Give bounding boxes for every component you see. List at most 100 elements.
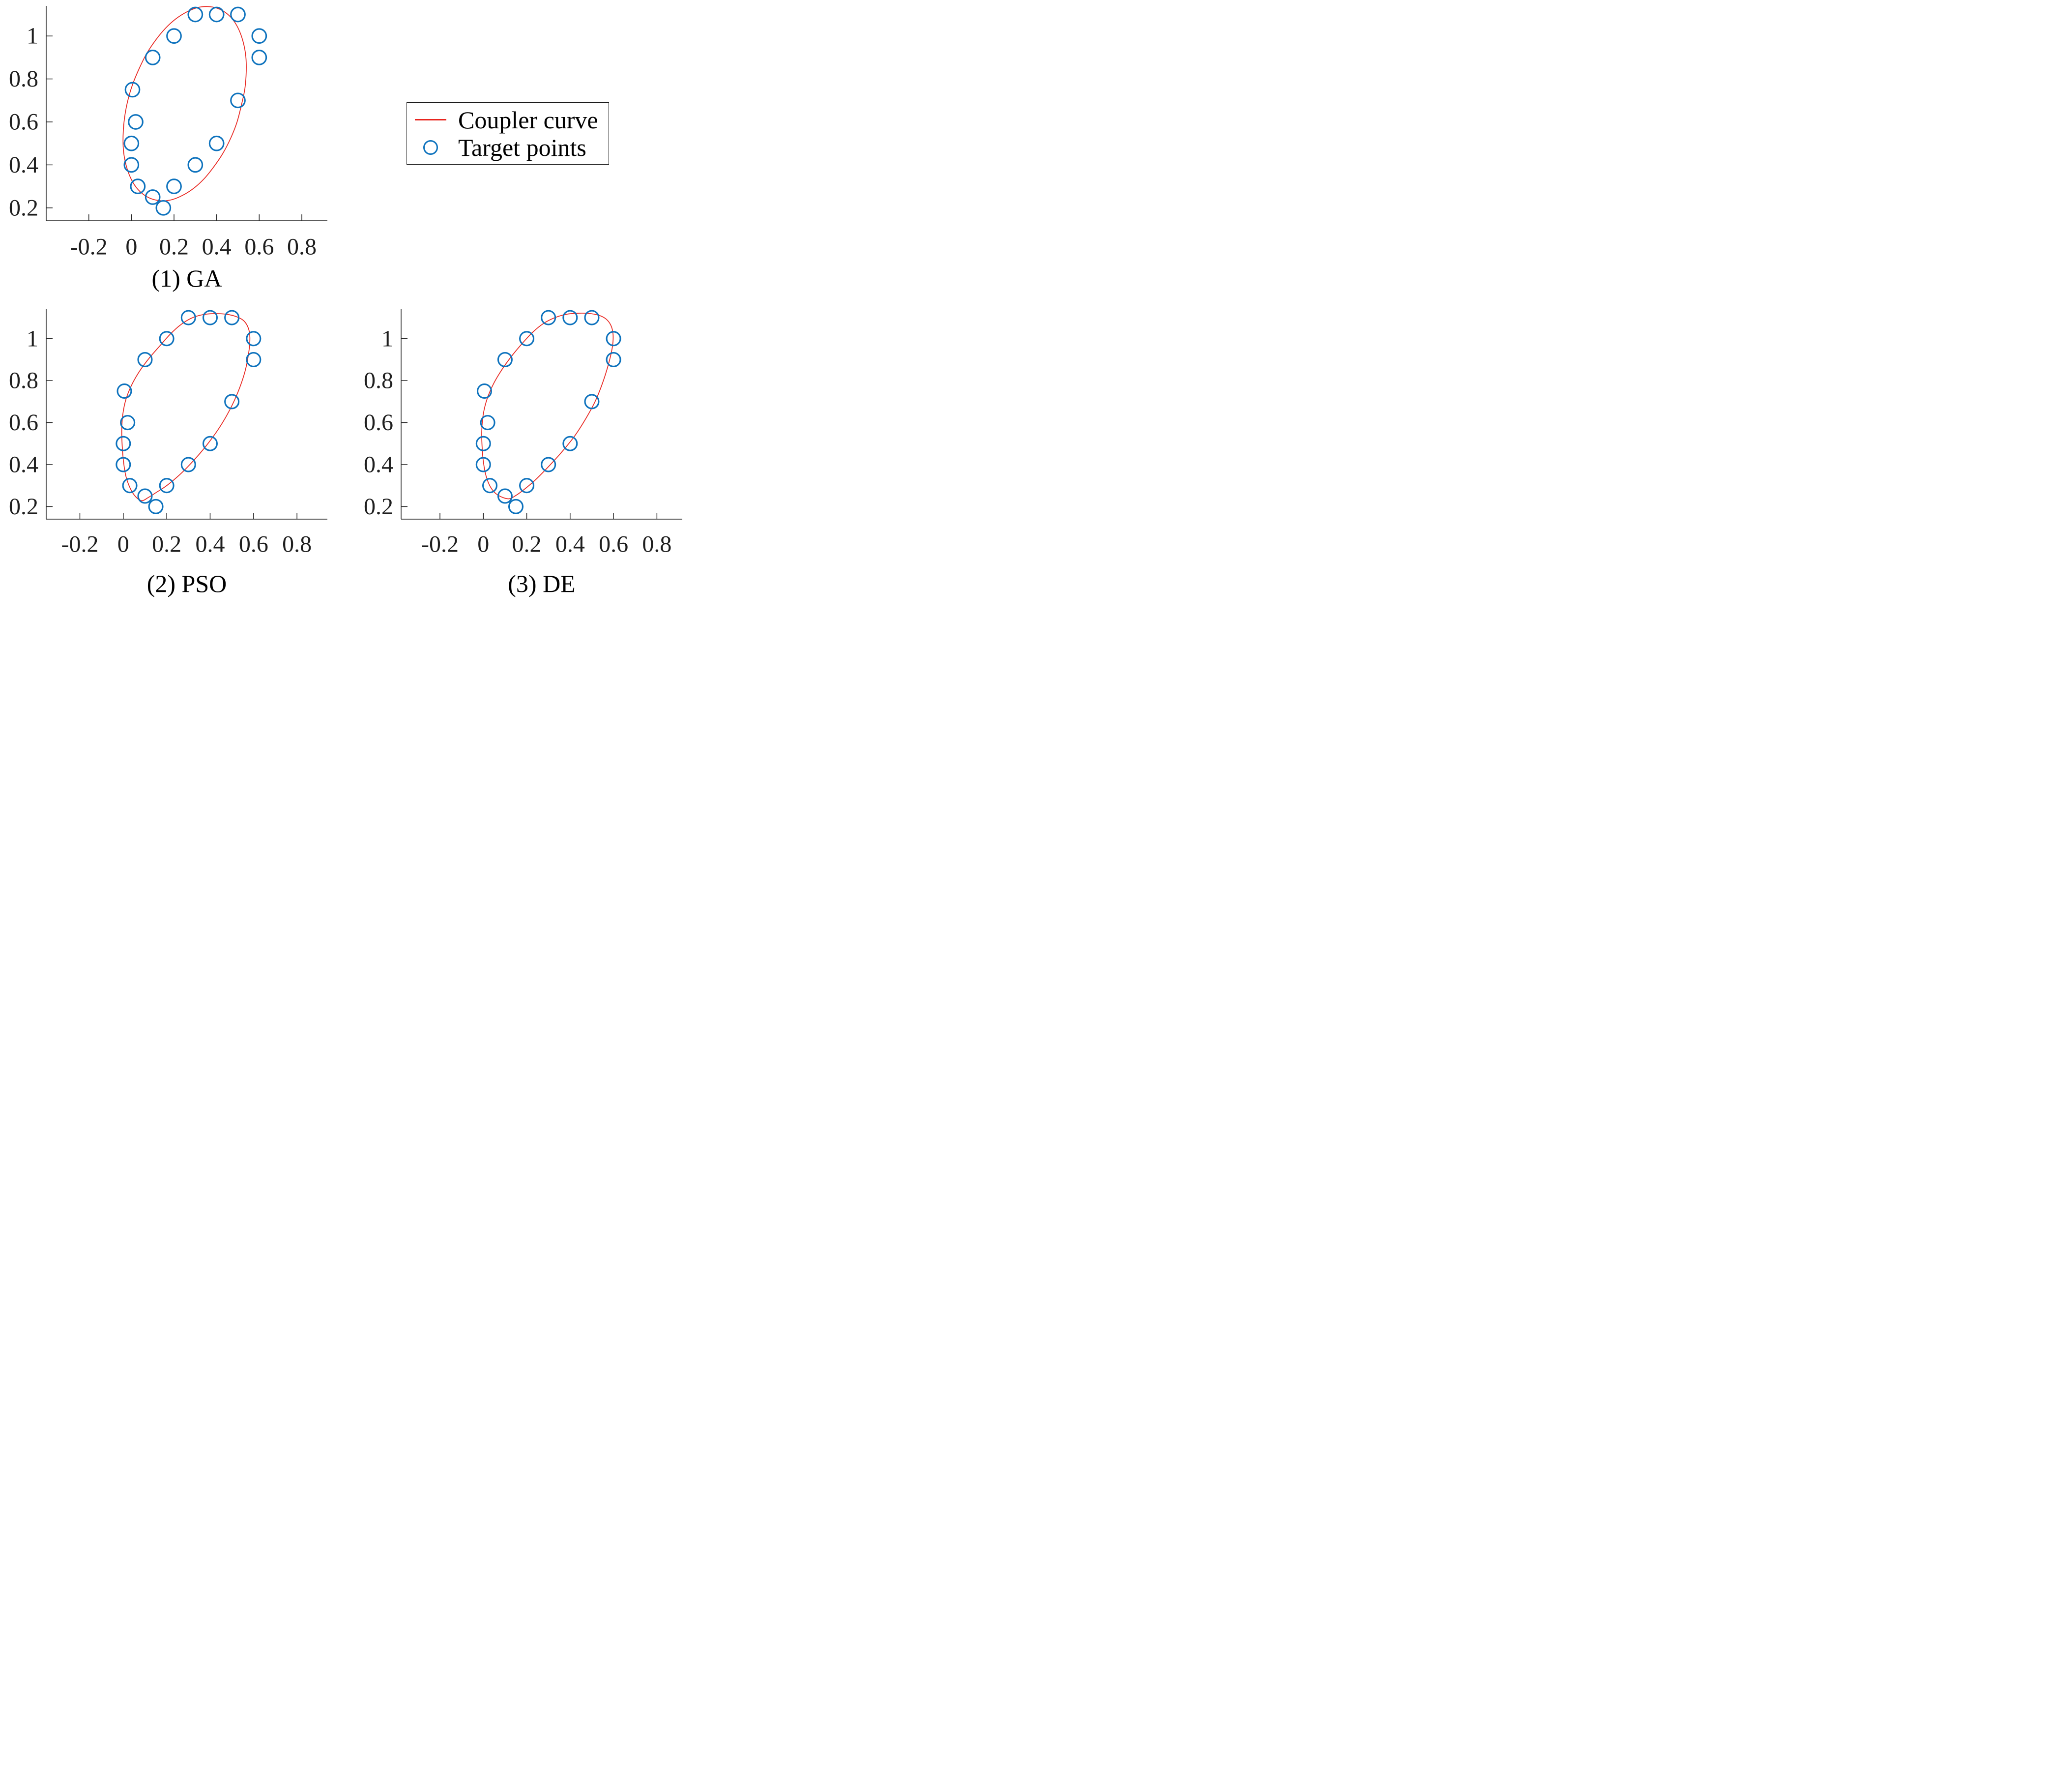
y-tick-label: 0.2 (9, 494, 38, 520)
target-point-marker (116, 383, 132, 399)
y-tick-label: 0.4 (9, 451, 38, 477)
y-tick-label: 1 (381, 325, 393, 352)
x-tick-label: 0.4 (555, 531, 585, 558)
target-point-marker (251, 50, 267, 65)
target-point-marker (122, 478, 138, 494)
target-point-marker (606, 352, 621, 367)
x-tick-label: 0.4 (202, 234, 232, 260)
subplot-caption: (2) PSO (147, 570, 227, 597)
target-point-marker (476, 383, 492, 399)
target-point-marker (130, 178, 146, 194)
y-tick-label: 0.6 (9, 109, 38, 135)
target-point-marker (202, 436, 218, 451)
target-point-marker (155, 200, 172, 216)
target-point-marker (519, 331, 535, 347)
legend: Coupler curve Target points (407, 102, 609, 165)
ga-subplot: -0.2 0 0.2 0.4 0.6 0.8 1 0.8 0.6 0.4 0.2 (1) GA (9, 6, 327, 292)
target-point-circle-icon (423, 140, 438, 155)
target-point-marker (123, 135, 140, 151)
x-tick-label: 0.2 (512, 531, 542, 558)
target-point-marker (148, 499, 164, 514)
target-point-marker (180, 310, 196, 325)
coupler-curve-path (481, 313, 614, 499)
target-point-marker (519, 478, 535, 494)
axes: -0.2 0 0.2 0.4 0.6 0.8 1 0.8 0.6 0.4 0.2 (364, 309, 682, 558)
y-tick-label: 1 (27, 23, 38, 49)
target-point-marker (137, 488, 153, 504)
x-tick-label: -0.2 (70, 234, 108, 260)
target-point-marker (145, 50, 161, 65)
target-points-group (123, 6, 267, 216)
target-points-group (475, 310, 621, 514)
x-tick-label: 0.4 (195, 531, 225, 558)
x-tick-label: 0.6 (599, 531, 628, 558)
target-point-marker (202, 310, 218, 325)
legend-swatch-box (415, 119, 446, 120)
legend-item-target-points: Target points (415, 134, 609, 161)
target-point-marker (482, 478, 498, 494)
target-point-marker (180, 457, 196, 472)
x-tick-label: 0.6 (239, 531, 268, 558)
y-tick-label: 0.4 (9, 152, 38, 178)
target-point-marker (159, 331, 175, 347)
target-point-marker (120, 415, 136, 431)
target-point-marker (123, 157, 140, 173)
axes: -0.2 0 0.2 0.4 0.6 0.8 1 0.8 0.6 0.4 0.2 (9, 6, 327, 260)
target-point-marker (606, 331, 621, 347)
target-point-marker (124, 82, 141, 98)
x-tick-label: 0 (125, 234, 137, 260)
target-point-marker (116, 436, 131, 451)
de-subplot: -0.2 0 0.2 0.4 0.6 0.8 1 0.8 0.6 0.4 0.2 (3) DE (364, 309, 682, 597)
target-point-marker (187, 6, 204, 23)
target-point-marker (584, 310, 600, 325)
target-point-marker (230, 92, 246, 109)
target-point-marker (208, 6, 225, 23)
x-tick-label: 0.8 (642, 531, 671, 558)
target-point-marker (497, 352, 513, 367)
x-tick-label: 0 (477, 531, 489, 558)
legend-label-target-points: Target points (458, 133, 586, 161)
target-point-marker (116, 457, 131, 472)
x-tick-label: 0.8 (282, 531, 312, 558)
x-tick-label: 0.2 (159, 234, 189, 260)
target-point-marker (508, 499, 524, 514)
target-point-marker (497, 488, 513, 504)
target-point-marker (224, 310, 240, 325)
target-point-marker (166, 178, 182, 194)
coupler-curve-path (122, 6, 247, 202)
y-tick-label: 0.8 (9, 66, 38, 92)
x-tick-label: -0.2 (61, 531, 98, 558)
target-point-marker (166, 28, 182, 44)
target-point-marker (187, 157, 204, 173)
x-tick-label: -0.2 (421, 531, 459, 558)
target-point-marker (562, 310, 578, 325)
target-point-marker (224, 394, 240, 410)
target-point-marker (584, 394, 600, 410)
y-tick-label: 0.4 (364, 451, 393, 477)
target-point-marker (208, 135, 225, 151)
target-point-marker (230, 6, 246, 23)
target-point-marker (475, 436, 491, 451)
y-tick-label: 0.8 (9, 368, 38, 394)
y-tick-label: 0.8 (364, 368, 393, 394)
y-tick-label: 1 (27, 325, 38, 352)
target-point-marker (475, 457, 491, 472)
target-points-group (116, 310, 262, 514)
x-tick-label: 0.6 (244, 234, 274, 260)
target-point-marker (480, 415, 495, 431)
legend-swatch-box (415, 140, 446, 155)
target-point-marker (541, 310, 556, 325)
x-tick-label: 0.2 (152, 531, 181, 558)
legend-item-coupler-curve: Coupler curve (415, 107, 609, 133)
coupler-curve-line-icon (415, 119, 446, 120)
y-tick-label: 0.2 (9, 195, 38, 221)
target-point-marker (128, 114, 144, 130)
target-point-marker (246, 352, 262, 367)
x-tick-label: 0 (117, 531, 129, 558)
legend-label-coupler-curve: Coupler curve (458, 106, 598, 134)
target-point-marker (159, 478, 175, 494)
pso-subplot: -0.2 0 0.2 0.4 0.6 0.8 1 0.8 0.6 0.4 0.2 (2) PSO (9, 309, 327, 597)
axes: -0.2 0 0.2 0.4 0.6 0.8 1 0.8 0.6 0.4 0.2 (9, 309, 327, 558)
subplot-caption: (3) DE (508, 570, 575, 597)
subplot-caption: (1) GA (151, 264, 222, 292)
